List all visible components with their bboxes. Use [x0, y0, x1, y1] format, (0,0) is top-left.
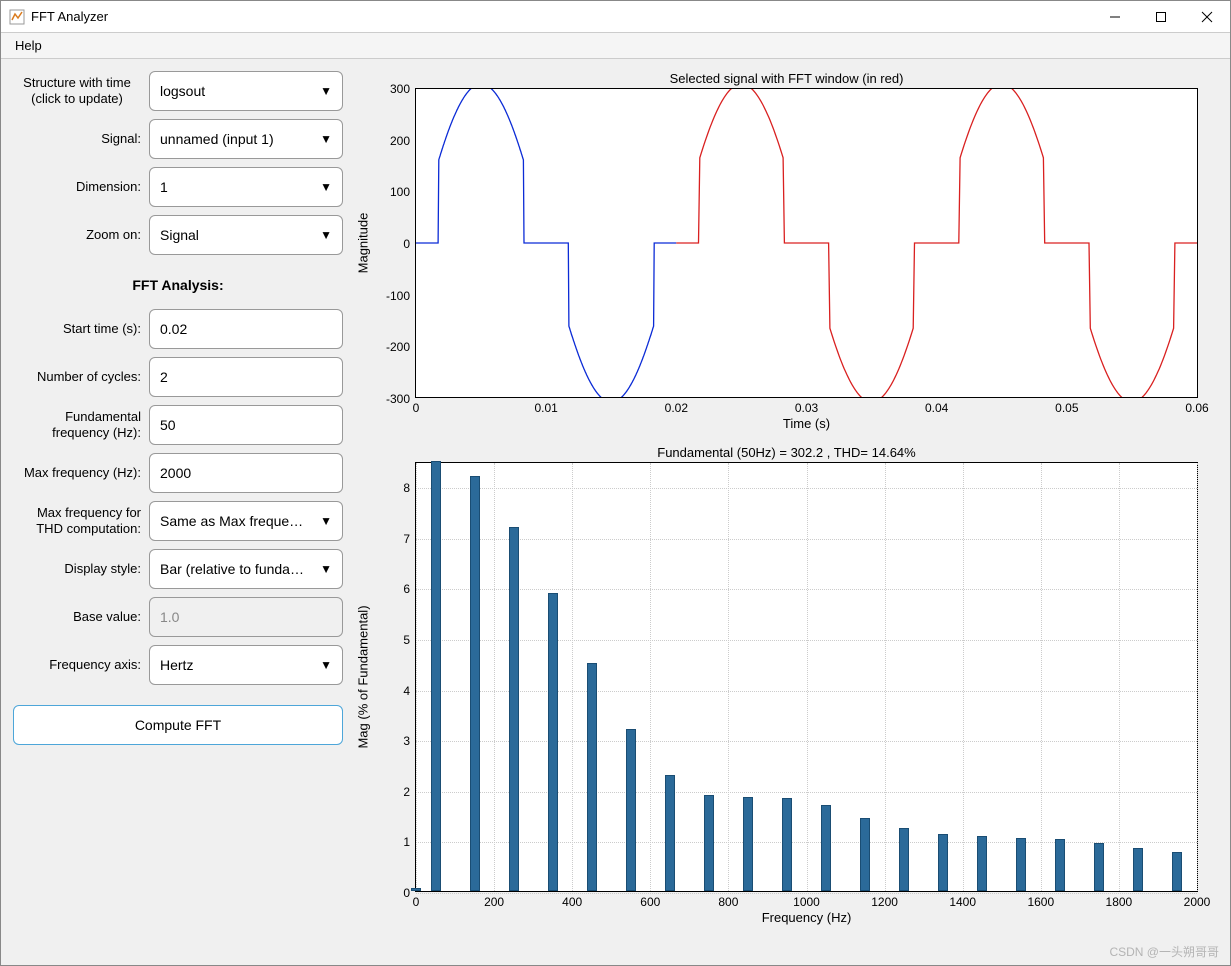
signal-chart-ylabel: Magnitude: [356, 213, 371, 274]
minimize-button[interactable]: [1092, 1, 1138, 33]
fund-freq-label: Fundamental frequency (Hz):: [13, 409, 143, 440]
charts-panel: Selected signal with FFT window (in red)…: [355, 71, 1218, 953]
window-controls: [1092, 1, 1230, 33]
max-freq-value: 2000: [160, 465, 191, 481]
chevron-down-icon: ▼: [320, 228, 332, 242]
zoom-value: Signal: [160, 227, 199, 243]
signal-plot-area[interactable]: -300-200-100010020030000.010.020.030.040…: [415, 88, 1198, 398]
compute-fft-button[interactable]: Compute FFT: [13, 705, 343, 745]
fft-section-header: FFT Analysis:: [13, 277, 343, 293]
display-value: Bar (relative to funda…: [160, 561, 304, 577]
base-value: 1.0: [160, 609, 179, 625]
num-cycles-value: 2: [160, 369, 168, 385]
start-time-input[interactable]: 0.02: [149, 309, 343, 349]
chevron-down-icon: ▼: [320, 658, 332, 672]
structure-value: logsout: [160, 83, 205, 99]
spectrum-chart-ylabel: Mag (% of Fundamental): [356, 605, 371, 748]
zoom-label: Zoom on:: [13, 227, 143, 243]
display-dropdown[interactable]: Bar (relative to funda… ▼: [149, 549, 343, 589]
thd-dropdown[interactable]: Same as Max freque… ▼: [149, 501, 343, 541]
watermark: CSDN @一头朔哥哥: [1109, 943, 1219, 960]
max-freq-input[interactable]: 2000: [149, 453, 343, 493]
fund-freq-value: 50: [160, 417, 176, 433]
maximize-button[interactable]: [1138, 1, 1184, 33]
freq-axis-value: Hertz: [160, 657, 193, 673]
max-freq-label: Max frequency (Hz):: [13, 465, 143, 481]
display-label: Display style:: [13, 561, 143, 577]
spectrum-chart-title: Fundamental (50Hz) = 302.2 , THD= 14.64%: [355, 445, 1218, 460]
base-label: Base value:: [13, 609, 143, 625]
titlebar: FFT Analyzer: [1, 1, 1230, 33]
spectrum-plot-area[interactable]: 0123456780200400600800100012001400160018…: [415, 462, 1198, 892]
zoom-dropdown[interactable]: Signal ▼: [149, 215, 343, 255]
signal-label: Signal:: [13, 131, 143, 147]
freq-axis-label: Frequency axis:: [13, 657, 143, 673]
start-time-label: Start time (s):: [13, 321, 143, 337]
start-time-value: 0.02: [160, 321, 187, 337]
spectrum-chart-xlabel: Frequency (Hz): [415, 910, 1198, 925]
freq-axis-dropdown[interactable]: Hertz ▼: [149, 645, 343, 685]
fund-freq-input[interactable]: 50: [149, 405, 343, 445]
thd-label: Max frequency for THD computation:: [13, 505, 143, 536]
dimension-label: Dimension:: [13, 179, 143, 195]
menu-help[interactable]: Help: [7, 35, 50, 56]
dimension-value: 1: [160, 179, 168, 195]
thd-value: Same as Max freque…: [160, 513, 303, 529]
close-button[interactable]: [1184, 1, 1230, 33]
window-title: FFT Analyzer: [31, 9, 1092, 24]
menubar: Help: [1, 33, 1230, 59]
structure-dropdown[interactable]: logsout ▼: [149, 71, 343, 111]
signal-value: unnamed (input 1): [160, 131, 274, 147]
chevron-down-icon: ▼: [320, 132, 332, 146]
app-window: FFT Analyzer Help Structure with time (c…: [0, 0, 1231, 966]
chevron-down-icon: ▼: [320, 180, 332, 194]
num-cycles-label: Number of cycles:: [13, 369, 143, 385]
num-cycles-input[interactable]: 2: [149, 357, 343, 397]
dimension-dropdown[interactable]: 1▼: [149, 167, 343, 207]
chevron-down-icon: ▼: [320, 562, 332, 576]
spectrum-chart: Fundamental (50Hz) = 302.2 , THD= 14.64%…: [355, 445, 1218, 925]
chevron-down-icon: ▼: [320, 514, 332, 528]
signal-chart-title: Selected signal with FFT window (in red): [355, 71, 1218, 86]
signal-chart-xlabel: Time (s): [415, 416, 1198, 431]
signal-dropdown[interactable]: unnamed (input 1) ▼: [149, 119, 343, 159]
app-icon: [9, 9, 25, 25]
main-area: Structure with time (click to update) lo…: [1, 59, 1230, 965]
signal-chart: Selected signal with FFT window (in red)…: [355, 71, 1218, 431]
structure-label: Structure with time (click to update): [13, 75, 143, 106]
controls-panel: Structure with time (click to update) lo…: [13, 71, 343, 953]
chevron-down-icon: ▼: [320, 84, 332, 98]
base-input: 1.0: [149, 597, 343, 637]
